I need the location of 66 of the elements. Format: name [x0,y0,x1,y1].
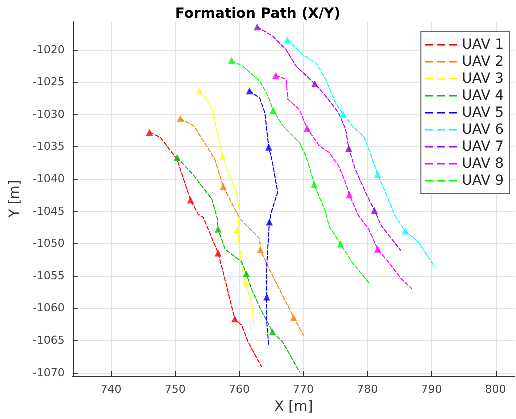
legend-label: UAV 6 [462,122,504,138]
y-tick-label: -1040 [32,172,65,186]
legend-label: UAV 7 [462,139,504,155]
point [220,183,227,190]
point [257,246,264,254]
x-tick-label: 750 [164,383,186,396]
point [242,278,250,286]
x-tick-label: 740 [100,383,122,396]
point [269,328,276,336]
x-tick-label: 760 [228,383,250,396]
point [196,88,204,95]
x-tick-label: 800 [485,383,506,396]
legend-label: UAV 2 [462,54,504,70]
legend-label: UAV 9 [462,173,504,189]
point [187,196,194,204]
point [270,107,277,114]
point [346,145,353,152]
y-tick-label: -1050 [32,237,65,250]
x-axis-title: X [m] [274,399,314,415]
point [174,154,181,162]
y-tick-label: -1060 [32,302,65,315]
point [337,240,344,248]
point [402,228,409,235]
point [272,72,280,80]
point [310,181,318,188]
x-tick-label: 780 [357,383,378,396]
point [374,170,382,178]
point [374,246,382,253]
point [304,125,311,132]
y-tick-label: -1020 [32,43,65,56]
point [340,110,347,118]
legend-label: UAV 3 [462,71,504,87]
point [284,36,292,44]
point [214,226,222,233]
y-tick-label: -1030 [32,108,65,121]
point [243,270,250,278]
y-tick-label: -1065 [32,334,65,347]
point [254,24,261,31]
point [219,154,226,161]
y-tick-label: -1070 [32,366,65,380]
y-axis-title: Y [m] [7,180,23,219]
point [312,80,319,88]
point [266,218,274,226]
legend-label: UAV 4 [462,88,504,104]
point [231,316,238,323]
point [265,144,272,151]
legend-label: UAV 8 [462,156,504,172]
point [234,226,242,234]
legend-label: UAV 1 [462,37,504,53]
point [346,192,354,199]
x-tick-label: 790 [421,383,442,396]
point [214,250,222,257]
point [177,115,184,122]
point [246,88,254,95]
point [371,207,378,214]
point [146,128,154,136]
chart-title: Formation Path (X/Y) [175,6,341,22]
point [264,294,271,301]
y-tick-label: -1035 [32,140,65,154]
point [228,57,236,64]
y-tick-label: -1055 [32,269,65,282]
x-tick-label: 770 [293,383,314,396]
legend-label: UAV 5 [462,105,504,121]
point [290,314,298,322]
y-tick-label: -1025 [32,76,65,89]
y-tick-label: -1045 [32,204,65,218]
